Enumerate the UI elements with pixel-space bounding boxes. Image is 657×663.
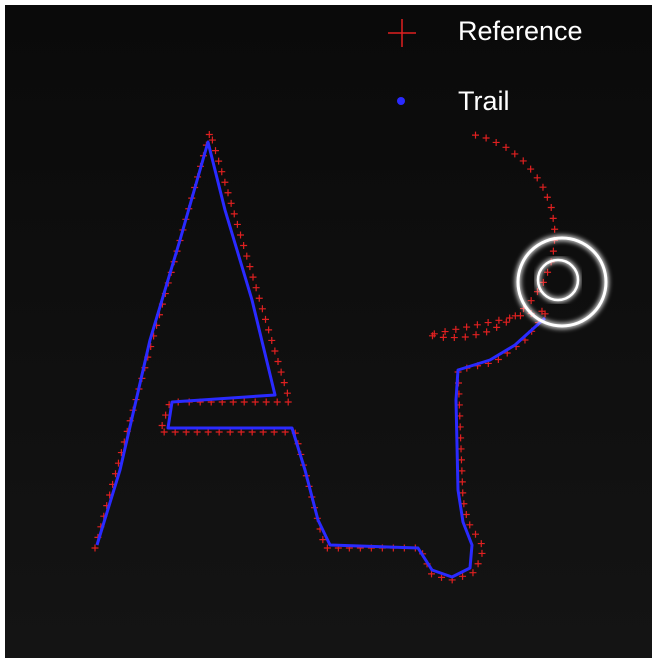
legend-marker [397,97,405,105]
background [5,5,652,658]
experiment-view: Reference Trail [0,0,657,663]
legend-label: Reference [458,16,583,46]
legend-label: Trail [458,86,510,116]
